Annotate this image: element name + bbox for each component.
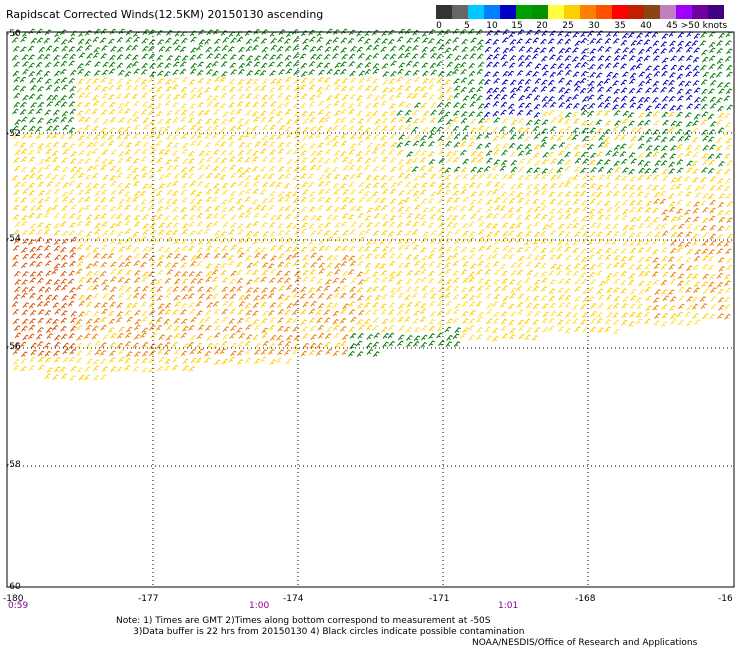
wind-barb-group [483, 29, 701, 119]
color-scale-segment [644, 5, 660, 19]
color-scale-segment [516, 5, 532, 19]
color-scale-segment [452, 5, 468, 19]
color-scale-segment [676, 5, 692, 19]
color-scale-segment [500, 5, 516, 19]
color-scale-segment [484, 5, 500, 19]
lon-label: -177 [138, 594, 158, 604]
color-scale-segment [628, 5, 644, 19]
color-scale-segment [468, 5, 484, 19]
color-scale-segment [660, 5, 676, 19]
time-label: 0:59 [8, 601, 28, 611]
wind-speed-color-scale: 0 5 10 15 20 25 30 35 40 45 >50 knots [436, 5, 727, 35]
lat-lon-grid [7, 32, 734, 587]
color-scale-label: >50 knots [680, 21, 728, 31]
wind-barb-group [75, 198, 733, 358]
color-scale-labels: 0 5 10 15 20 25 30 35 40 45 >50 knots [436, 19, 727, 33]
lat-label: -54 [6, 234, 21, 244]
longitude-labels: -180 -177 -174 -171 -168 -16 [3, 594, 733, 604]
color-scale-label: 20 [536, 21, 548, 31]
color-scale-segment [692, 5, 708, 19]
color-scale-segment [580, 5, 596, 19]
lon-label: -180 [3, 594, 24, 604]
time-labels: 0:59 1:00 1:01 [8, 601, 518, 611]
wind-barb-group [11, 28, 734, 175]
lat-label: -60 [6, 582, 21, 592]
wind-barb-group [11, 236, 78, 358]
time-label: 1:00 [249, 601, 269, 611]
color-scale-label: 40 [640, 21, 652, 31]
color-scale-segment [548, 5, 564, 19]
color-scale-label: 30 [588, 21, 600, 31]
lat-label: -56 [6, 342, 21, 352]
color-scale-label: 45 [666, 21, 678, 31]
credit: NOAA/NESDIS/Office of Research and Appli… [472, 638, 698, 648]
wind-barb-group [348, 326, 462, 358]
color-scale-segment [596, 5, 612, 19]
wind-barb-group [12, 76, 733, 382]
wind-barb-group [11, 76, 734, 381]
lat-label: -58 [6, 460, 21, 470]
plot-frame [6, 31, 735, 588]
color-scale-segment [708, 5, 724, 19]
notes: Note: 1) Times are GMT 2)Times along bot… [116, 616, 525, 637]
map-title: Rapidscat Corrected Winds(12.5KM) 201501… [6, 8, 324, 21]
lon-label: -174 [283, 594, 304, 604]
color-scale-bar [436, 5, 724, 19]
color-scale-segment [532, 5, 548, 19]
lat-label: -50 [6, 29, 21, 39]
color-scale-label: 10 [486, 21, 498, 31]
lon-label: -168 [575, 594, 596, 604]
color-scale-label: 15 [511, 21, 523, 31]
color-scale-label: 25 [562, 21, 574, 31]
color-scale-label: 0 [436, 21, 442, 31]
lat-label: -52 [6, 129, 21, 139]
color-scale-label: 5 [464, 21, 470, 31]
lon-label: -171 [429, 594, 449, 604]
color-scale-segment [436, 5, 452, 19]
time-label: 1:01 [498, 601, 518, 611]
color-scale-segment [612, 5, 628, 19]
lon-label: -16 [718, 594, 733, 604]
wind-barbs [11, 28, 734, 382]
latitude-labels: -50 -52 -54 -56 -58 -60 [6, 29, 21, 592]
color-scale-segment [564, 5, 580, 19]
color-scale-label: 35 [614, 21, 626, 31]
